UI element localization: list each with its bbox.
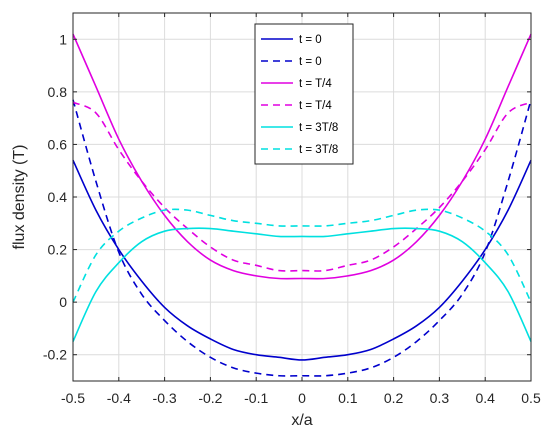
legend-label: t = T/4 <box>299 78 332 90</box>
y-axis-label: flux density (T) <box>11 145 28 250</box>
x-axis-label: x/a <box>291 412 312 429</box>
x-tick-label: -0.4 <box>107 390 131 406</box>
ticks: -0.5 -0.4 -0.3 -0.2 -0.1 0 0.1 0.2 0.3 0.4 0.5 -0.2… <box>43 13 541 406</box>
x-tick-label: 0 <box>298 390 306 406</box>
series-line-5-solid <box>72 227 532 342</box>
y-tick-label: 0.8 <box>48 84 68 100</box>
x-tick-label: 0.1 <box>338 390 358 406</box>
series-layer <box>72 33 532 377</box>
y-tick-label: 0 <box>59 294 67 310</box>
y-tick-label: 1 <box>59 31 67 47</box>
x-tick-label: -0.2 <box>198 390 222 406</box>
series-line-4-dashed <box>72 101 532 272</box>
x-tick-label: 0.4 <box>475 390 495 406</box>
y-tick-label: 0.2 <box>48 242 68 258</box>
series-line-3-solid <box>72 33 532 280</box>
series-line-1-solid <box>72 159 532 361</box>
legend-label: t = 3T/8 <box>299 144 338 156</box>
y-tick-label: 0.4 <box>48 189 68 205</box>
legend-label: t = 0 <box>299 34 322 46</box>
legend: t = 0 t = 0 t = T/4 t = T/4 t = 3T/8 t = 3T/8 <box>254 23 354 165</box>
legend-box <box>254 23 354 165</box>
x-tick-label: 0.2 <box>384 390 404 406</box>
x-tick-label: -0.1 <box>244 390 268 406</box>
x-tick-label: -0.3 <box>153 390 177 406</box>
legend-label: t = 3T/8 <box>299 122 338 134</box>
x-tick-label: 0.5 <box>521 390 541 406</box>
x-tick-label: -0.5 <box>61 390 85 406</box>
y-tick-label: -0.2 <box>43 347 67 363</box>
legend-label: t = 0 <box>299 56 322 68</box>
x-tick-label: 0.3 <box>430 390 450 406</box>
y-tick-label: 0.6 <box>48 136 68 152</box>
series-line-2-dashed <box>72 99 532 377</box>
legend-label: t = T/4 <box>299 100 332 112</box>
